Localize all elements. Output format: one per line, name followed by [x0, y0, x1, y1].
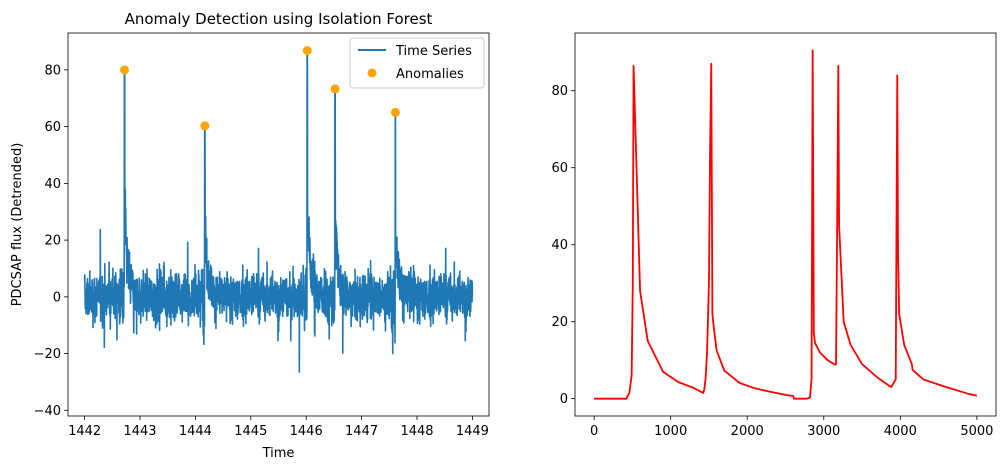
left-y-tick-label: 60 [44, 120, 61, 135]
left-y-tick-label: 0 [53, 290, 61, 305]
right-x-tick-label: 2000 [731, 424, 764, 439]
legend: Time Series Anomalies [349, 37, 485, 89]
left-y-tick-label: 20 [44, 234, 61, 249]
left-x-axis-label: Time [262, 446, 295, 461]
time-series-line [83, 49, 474, 373]
anomaly-point [302, 46, 312, 56]
left-x-tick-label: 1444 [179, 424, 212, 439]
right-y-tick-label: 80 [551, 84, 568, 99]
anomaly-points [120, 46, 400, 131]
anomaly-point [390, 107, 400, 117]
anomaly-point [120, 65, 130, 75]
right-y-tick-label: 60 [551, 161, 568, 176]
anomaly-point [330, 84, 340, 94]
right-y-tick-label: 20 [551, 315, 568, 330]
left-chart-title: Anomaly Detection using Isolation Forest [125, 10, 433, 28]
left-axes: Anomaly Detection using Isolation Forest… [10, 10, 490, 461]
right-axes-frame [574, 32, 997, 417]
left-y-tick-label: −20 [34, 347, 61, 362]
left-y-tick-label: −40 [34, 404, 61, 419]
right-x-tick-label: 1000 [654, 424, 687, 439]
red-line-series [594, 49, 978, 400]
left-x-tick-label: 1449 [456, 424, 489, 439]
right-y-tick-label: 0 [560, 392, 568, 407]
anomaly-point [200, 121, 210, 131]
right-y-tick-label: 40 [551, 238, 568, 253]
right-x-tick-label: 3000 [807, 424, 840, 439]
left-x-ticks: 1442 1443 1444 1445 1446 1447 1448 1449 [68, 416, 489, 439]
left-x-tick-label: 1448 [400, 424, 433, 439]
right-x-tick-label: 5000 [960, 424, 993, 439]
right-axes: 0 1000 2000 3000 4000 5000 0 20 40 60 80 [551, 32, 997, 439]
left-y-ticks: −40 −20 0 20 40 60 80 [34, 63, 68, 419]
left-x-tick-label: 1443 [123, 424, 156, 439]
legend-entry-anomalies: Anomalies [396, 67, 464, 82]
left-y-tick-label: 40 [44, 177, 61, 192]
left-y-axis-label: PDCSAP flux (Detrended) [10, 143, 25, 307]
left-y-tick-label: 80 [44, 63, 61, 78]
legend-entry-time-series: Time Series [395, 44, 472, 59]
right-y-ticks: 0 20 40 60 80 [551, 84, 575, 407]
left-x-tick-label: 1445 [234, 424, 267, 439]
left-axes-frame [67, 32, 490, 417]
right-x-ticks: 0 1000 2000 3000 4000 5000 [590, 416, 993, 439]
legend-marker-swatch [367, 68, 377, 78]
right-x-tick-label: 4000 [884, 424, 917, 439]
left-x-tick-label: 1442 [68, 424, 101, 439]
right-x-tick-label: 0 [590, 424, 598, 439]
left-x-tick-label: 1447 [345, 424, 378, 439]
left-x-tick-label: 1446 [290, 424, 323, 439]
